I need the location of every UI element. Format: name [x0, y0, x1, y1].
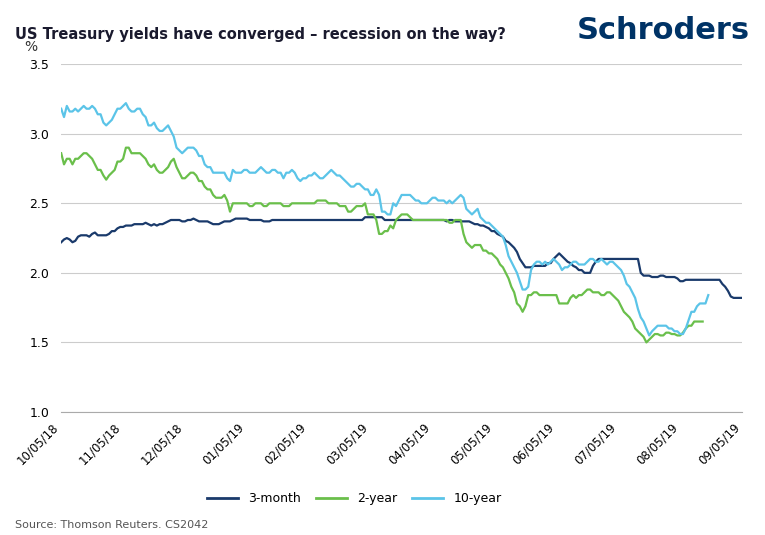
Text: US Treasury yields have converged – recession on the way?: US Treasury yields have converged – rece… — [15, 27, 506, 42]
Legend: 3-month, 2-year, 10-year: 3-month, 2-year, 10-year — [202, 487, 506, 510]
Text: %: % — [24, 40, 37, 54]
Text: Schroders: Schroders — [577, 16, 750, 45]
Text: Source: Thomson Reuters. CS2042: Source: Thomson Reuters. CS2042 — [15, 519, 209, 530]
